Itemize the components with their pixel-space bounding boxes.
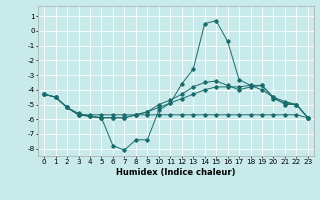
X-axis label: Humidex (Indice chaleur): Humidex (Indice chaleur) [116, 168, 236, 177]
